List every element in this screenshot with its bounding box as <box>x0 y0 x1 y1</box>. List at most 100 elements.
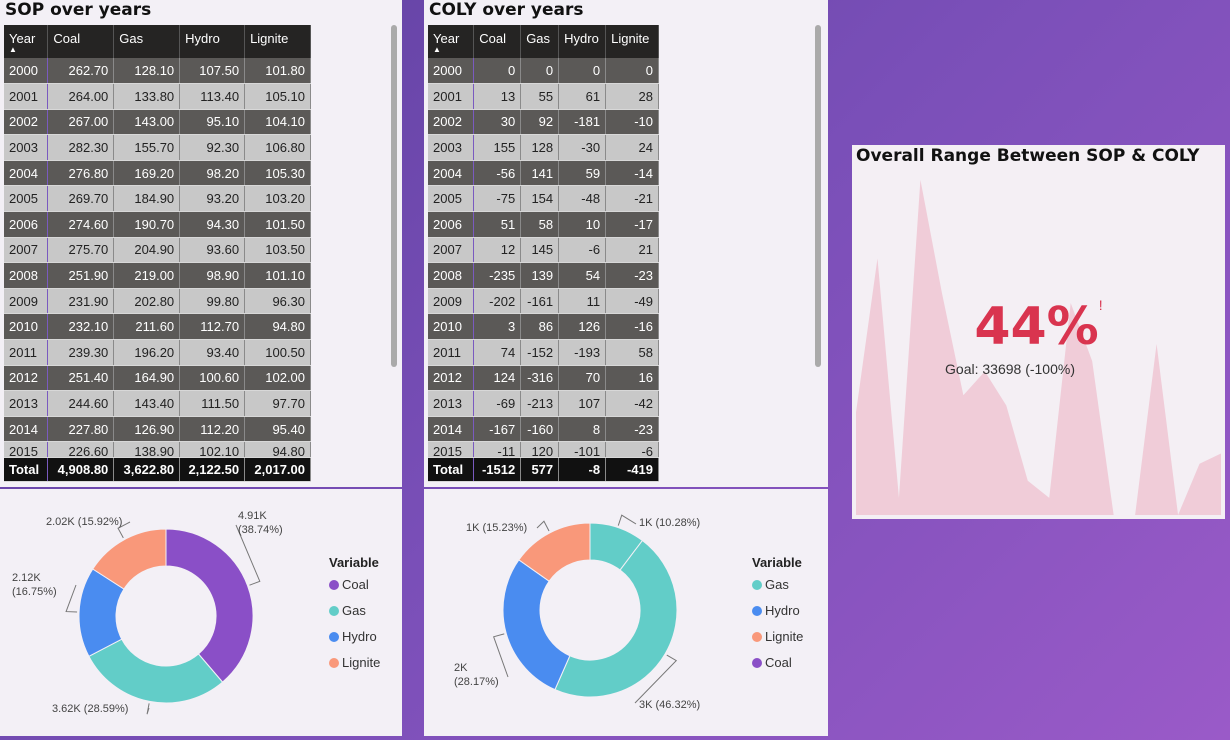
table-row[interactable]: 2000 262.70 128.10 107.50 101.80 <box>4 58 311 85</box>
total-cell: -1512 <box>473 457 522 483</box>
table-row[interactable]: 2012 124 -316 70 16 <box>428 365 659 392</box>
legend-item-lignite[interactable]: Lignite <box>329 655 380 670</box>
table-row[interactable]: 2003 282.30 155.70 92.30 106.80 <box>4 134 311 161</box>
table-row[interactable]: 2010 232.10 211.60 112.70 94.80 <box>4 313 311 341</box>
table-cell: 276.80 <box>47 160 115 187</box>
table-cell: 2004 <box>428 160 475 187</box>
table-row[interactable]: 2003 155 128 -30 24 <box>428 134 659 161</box>
table-cell: 2012 <box>428 365 475 392</box>
table-cell: 2004 <box>4 160 49 187</box>
table-row[interactable]: 2005 -75 154 -48 -21 <box>428 185 659 213</box>
table-cell: 139 <box>520 262 560 289</box>
sop-table: Year ▲ Coal Gas Hydro Lignite 2000 262.70 128.1… <box>4 25 311 483</box>
table-cell: 74 <box>473 339 522 366</box>
coly-header-coal[interactable]: Coal <box>473 25 522 58</box>
sop-table-scrollbar[interactable] <box>391 25 397 367</box>
legend-item-lignite[interactable]: Lignite <box>752 629 803 644</box>
table-row[interactable]: 2005 269.70 184.90 93.20 103.20 <box>4 185 311 213</box>
table-row[interactable]: 2004 -56 141 59 -14 <box>428 160 659 187</box>
table-row[interactable]: 2012 251.40 164.90 100.60 102.00 <box>4 365 311 392</box>
table-row[interactable]: 2013 244.60 143.40 111.50 97.70 <box>4 390 311 417</box>
table-cell: -193 <box>558 339 607 366</box>
table-row[interactable]: 2007 275.70 204.90 93.60 103.50 <box>4 237 311 264</box>
table-row[interactable]: 2011 239.30 196.20 93.40 100.50 <box>4 339 311 366</box>
table-row[interactable]: 2001 264.00 133.80 113.40 105.10 <box>4 83 311 110</box>
table-row[interactable]: 2002 267.00 143.00 95.10 104.10 <box>4 109 311 136</box>
legend-dot-icon <box>329 606 339 616</box>
table-cell: -6 <box>605 441 659 459</box>
table-cell: 98.20 <box>179 160 246 187</box>
legend-item-gas[interactable]: Gas <box>752 577 789 592</box>
kpi-title: Overall Range Between SOP & COLY <box>856 146 1200 166</box>
table-row[interactable]: 2009 -202 -161 11 -49 <box>428 288 659 315</box>
legend-item-hydro[interactable]: Hydro <box>752 603 800 618</box>
legend-item-gas[interactable]: Gas <box>329 603 366 618</box>
table-row[interactable]: 2014 -167 -160 8 -23 <box>428 416 659 443</box>
table-cell: 2008 <box>428 262 475 289</box>
sop-header-hydro[interactable]: Hydro <box>179 25 246 58</box>
table-cell: 196.20 <box>113 339 181 366</box>
legend-dot-icon <box>752 606 762 616</box>
donut-slice-hydro[interactable] <box>502 559 571 691</box>
table-row[interactable]: 2006 274.60 190.70 94.30 101.50 <box>4 211 311 238</box>
table-cell: 28 <box>605 83 659 110</box>
coly-header-gas[interactable]: Gas <box>520 25 560 58</box>
table-cell: 111.50 <box>179 390 246 417</box>
leader-line <box>65 584 78 613</box>
table-cell: 113.40 <box>179 83 246 110</box>
table-row[interactable]: 2002 30 92 -181 -10 <box>428 109 659 136</box>
sop-header-lignite[interactable]: Lignite <box>244 25 311 58</box>
legend-item-coal[interactable]: Coal <box>752 655 792 670</box>
sort-ascending-icon[interactable]: ▲ <box>433 45 441 54</box>
sop-header-coal[interactable]: Coal <box>47 25 115 58</box>
table-cell: 2007 <box>4 237 49 264</box>
donut-slice-lignite[interactable] <box>518 522 591 582</box>
coly-header-hydro[interactable]: Hydro <box>558 25 607 58</box>
table-row[interactable]: 2014 227.80 126.90 112.20 95.40 <box>4 416 311 443</box>
table-row[interactable]: 2013 -69 -213 107 -42 <box>428 390 659 417</box>
table-row[interactable]: 2008 -235 139 54 -23 <box>428 262 659 289</box>
table-row[interactable]: 2007 12 145 -6 21 <box>428 237 659 264</box>
sort-ascending-icon[interactable]: ▲ <box>9 45 17 54</box>
sop-header-gas[interactable]: Gas <box>113 25 181 58</box>
leader-line <box>617 514 637 526</box>
table-cell: 54 <box>558 262 607 289</box>
table-cell: -16 <box>605 313 659 341</box>
donut-slice-lignite[interactable] <box>92 528 167 590</box>
legend-item-coal[interactable]: Coal <box>329 577 369 592</box>
table-cell: 0 <box>605 58 659 85</box>
sop-header-year[interactable]: Year ▲ <box>4 25 49 58</box>
coly-header-year[interactable]: Year ▲ <box>428 25 475 58</box>
table-row[interactable]: 2001 13 55 61 28 <box>428 83 659 110</box>
donut-slice-gas[interactable] <box>88 638 224 704</box>
donut-slice-gas-b[interactable] <box>554 539 678 698</box>
legend-label: Gas <box>765 577 789 592</box>
table-row[interactable]: 2006 51 58 10 -17 <box>428 211 659 238</box>
table-row[interactable]: 2009 231.90 202.80 99.80 96.30 <box>4 288 311 315</box>
coly-header-lignite[interactable]: Lignite <box>605 25 659 58</box>
table-cell: 59 <box>558 160 607 187</box>
table-row[interactable]: 2004 276.80 169.20 98.20 105.30 <box>4 160 311 187</box>
table-cell: 92 <box>520 109 560 136</box>
table-cell: 107 <box>558 390 607 417</box>
table-row[interactable]: 2015 -11 120 -101 -6 <box>428 441 659 459</box>
table-cell: -49 <box>605 288 659 315</box>
table-row[interactable]: 2011 74 -152 -193 58 <box>428 339 659 366</box>
table-row[interactable]: 2010 3 86 126 -16 <box>428 313 659 341</box>
table-cell: -160 <box>520 416 560 443</box>
table-cell: 2015 <box>4 441 49 459</box>
table-cell: 61 <box>558 83 607 110</box>
table-row[interactable]: 2000 0 0 0 0 <box>428 58 659 85</box>
table-cell: 155 <box>473 134 522 161</box>
table-row[interactable]: 2008 251.90 219.00 98.90 101.10 <box>4 262 311 289</box>
legend-label: Hydro <box>342 629 377 644</box>
table-cell: 86 <box>520 313 560 341</box>
table-cell: 8 <box>558 416 607 443</box>
legend-item-hydro[interactable]: Hydro <box>329 629 377 644</box>
table-row[interactable]: 2015 226.60 138.90 102.10 94.80 <box>4 441 311 459</box>
coly-table-scrollbar[interactable] <box>815 25 821 367</box>
kpi-area-chart <box>856 179 1221 515</box>
legend-dot-icon <box>752 580 762 590</box>
donut-slice-coal[interactable] <box>165 528 254 683</box>
table-cell: 97.70 <box>244 390 311 417</box>
